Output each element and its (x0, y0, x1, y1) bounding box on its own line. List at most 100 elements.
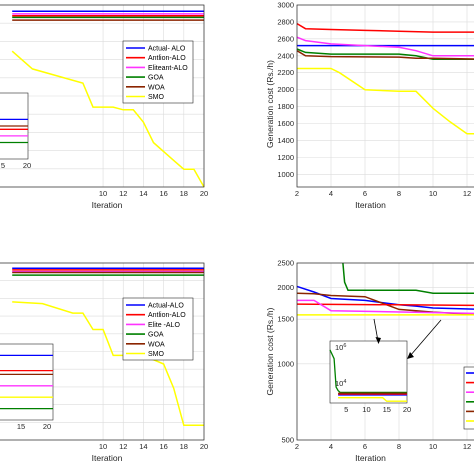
y-tick-label: 1600 (277, 119, 294, 128)
inset-x-tick-label: 20 (23, 161, 31, 170)
legend-box (122, 40, 194, 104)
x-tick-label: 10 (429, 442, 437, 451)
y-axis-label: Generation cost (Rs./h) (265, 307, 275, 395)
x-tick-label: 18 (180, 189, 188, 198)
legend-label: Actual-ALO (148, 303, 184, 310)
zoom-arrows (373, 318, 474, 430)
inset-axes: 15 20 (0, 343, 54, 431)
legend-label: Actual- ALO (148, 46, 186, 53)
legend-label: SMO (148, 351, 165, 358)
y-tick-label: 2000 (277, 85, 294, 94)
x-tick-label: 8 (397, 442, 401, 451)
y-tick-label: 1500 (277, 315, 294, 324)
x-tick-label: 12 (119, 442, 127, 451)
panel-bottom-right: 2 4 6 8 10 12 500 1000 1500 2000 2500 Iteration Gene… (265, 259, 474, 463)
x-tick-label: 16 (159, 442, 167, 451)
y-tick-label: 2800 (277, 17, 294, 26)
x-tick-label: 12 (463, 442, 471, 451)
x-tick-label: 14 (139, 189, 147, 198)
x-tick-label: 12 (463, 189, 471, 198)
series-line-6 (11, 50, 205, 188)
y-tick-label: 2200 (277, 68, 294, 77)
series-line-4 (296, 48, 474, 60)
y-axis-label: Generation cost (Rs./h) (265, 60, 275, 148)
series-line-5 (296, 50, 474, 60)
series-line-6 (297, 67, 474, 135)
x-axis-label: Iteration (92, 200, 123, 210)
y-tick-label: 1800 (277, 102, 294, 111)
axes-frame (0, 262, 205, 441)
inset-x-tick-label: 20 (403, 405, 411, 414)
x-tick-label: 10 (99, 442, 107, 451)
legend-label: WOA (148, 341, 165, 348)
y-tick-label: 1200 (277, 153, 294, 162)
axes-frame (296, 4, 474, 188)
y-tick-label: 500 (281, 436, 294, 445)
series-line-5 (297, 299, 474, 315)
y-tick-label: 2600 (277, 34, 294, 43)
y-tick-label: 2500 (277, 259, 294, 268)
x-tick-label: 6 (363, 189, 367, 198)
y-tick-label: 3000 (277, 1, 294, 10)
legend-box-partial (463, 366, 474, 430)
panel-top-right: 2 4 6 8 10 12 1000 1200 1400 1600 1800 2000 2200 2400… (265, 1, 474, 210)
y-tick-label: 1400 (277, 136, 294, 145)
panel-top-left: 10 12 14 16 18 20 Iteration Actual- ALO Antlion-… (0, 4, 208, 210)
x-tick-label: 20 (200, 442, 208, 451)
axes-frame (296, 262, 474, 441)
x-tick-label: 10 (99, 189, 107, 198)
x-tick-label: 18 (180, 442, 188, 451)
legend-label: GOA (148, 332, 164, 339)
zoom-arrow-head (375, 337, 381, 344)
x-axis-label: Iteration (355, 200, 386, 210)
inset-x-tick-label: 10 (362, 405, 370, 414)
inset-series-line-5 (338, 397, 407, 402)
inset-x-tick-label: 5 (344, 405, 348, 414)
inset-axes: 5 20 (0, 92, 31, 170)
x-tick-label: 12 (119, 189, 127, 198)
x-tick-label: 14 (139, 442, 147, 451)
x-axis-label: Iteration (355, 453, 386, 463)
x-tick-label: 4 (329, 442, 333, 451)
inset-x-tick-label: 20 (43, 422, 51, 431)
x-axis-label: Iteration (92, 453, 123, 463)
inset-axes: 5 10 15 20 106 104 (329, 340, 411, 414)
inset-series-line-1 (329, 349, 407, 394)
x-tick-label: 2 (295, 442, 299, 451)
zoom-arrow-line (409, 319, 442, 357)
inset-y-tick-label: 106 (335, 343, 346, 352)
inset-x-tick-label: 5 (1, 161, 5, 170)
legend: Actual-ALO Antlion-ALO Elite -ALO GOA WOA SMO (122, 297, 194, 361)
inset-y-tick-label: 104 (335, 379, 346, 388)
legend-label: WOA (148, 84, 165, 91)
legend-label: Eliteant-ALO (148, 65, 188, 72)
panel-bottom-left: 10 12 14 16 18 20 Iteration Actual-ALO Antlion-A… (0, 262, 208, 463)
series-line-1 (296, 22, 474, 33)
series-line-1 (342, 262, 474, 294)
zoom-arrow-head (407, 352, 414, 359)
legend-box (122, 297, 194, 361)
series-line-3 (296, 36, 474, 57)
inset-frame (0, 343, 54, 421)
x-tick-label: 8 (397, 189, 401, 198)
legend-label: GOA (148, 75, 164, 82)
y-tick-label: 1000 (277, 359, 294, 368)
x-tick-label: 10 (429, 189, 437, 198)
x-tick-label: 4 (329, 189, 333, 198)
inset-x-tick-label: 15 (17, 422, 25, 431)
axes-frame (0, 4, 205, 188)
legend-label: Antlion-ALO (148, 55, 186, 62)
legend-label: Antlion-ALO (148, 312, 186, 319)
x-tick-label: 6 (363, 442, 367, 451)
legend: Actual- ALO Antlion-ALO Eliteant-ALO GOA WOA… (122, 40, 194, 104)
inset-x-tick-label: 15 (383, 405, 391, 414)
legend-label: SMO (148, 94, 165, 101)
y-tick-label: 2400 (277, 51, 294, 60)
x-tick-label: 16 (159, 189, 167, 198)
x-tick-label: 2 (295, 189, 299, 198)
y-tick-label: 2000 (277, 283, 294, 292)
legend-label: Elite -ALO (148, 322, 180, 329)
y-tick-label: 1000 (277, 170, 294, 179)
series-line-4 (296, 303, 474, 307)
